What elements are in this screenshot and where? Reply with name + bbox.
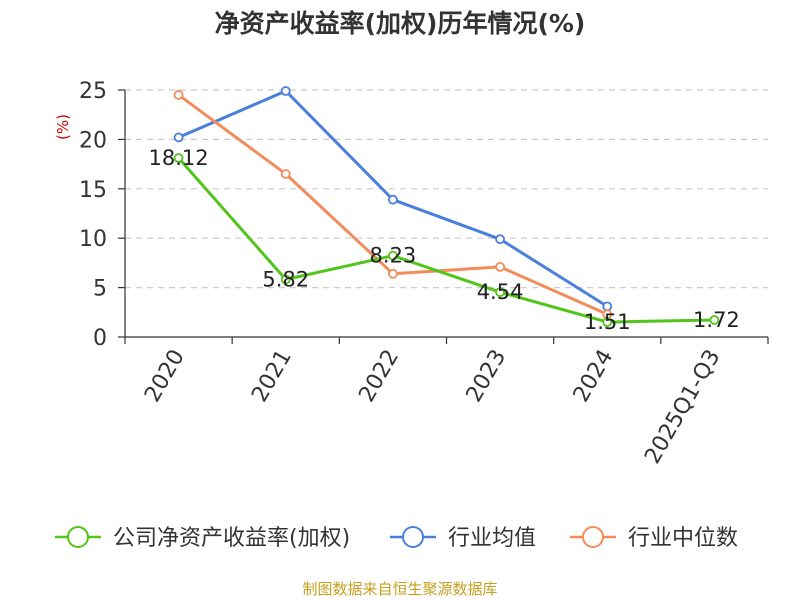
x-tick-label: 2023: [462, 346, 512, 407]
y-axis-label: (%): [54, 114, 72, 140]
legend-marker: [67, 526, 89, 548]
chart-title: 净资产收益率(加权)历年情况(%): [215, 9, 586, 38]
legend-label: 公司净资产收益率(加权): [113, 526, 350, 551]
series-line: [177, 156, 715, 324]
data-point: [173, 90, 184, 100]
data-point: [495, 234, 505, 245]
y-tick-label: 20: [79, 128, 107, 153]
y-tick-label: 0: [93, 326, 107, 351]
data-point: [495, 261, 505, 272]
y-tick-label: 15: [79, 178, 107, 203]
legend-marker: [402, 526, 424, 548]
data-point: [388, 268, 398, 279]
x-tick-label: 2020: [140, 346, 190, 407]
y-tick-label: 5: [93, 277, 107, 302]
legend-label: 行业均值: [448, 526, 536, 551]
data-label: 1.72: [693, 308, 740, 332]
data-label: 5.82: [262, 267, 309, 291]
y-tick-label: 10: [79, 227, 107, 252]
data-label: 8.23: [370, 244, 417, 268]
grid-lines: [125, 89, 768, 289]
legend-label: 行业中位数: [628, 526, 738, 551]
data-point: [173, 153, 184, 163]
data-labels: 18.12 5.82 8.23 4.54 1.51 1.72: [149, 146, 740, 334]
data-point: [173, 132, 184, 143]
y-tick-labels: 0 5 10 15 20 25: [79, 79, 107, 351]
x-tick-label: 2021: [247, 346, 297, 407]
x-tick-label: 2022: [354, 346, 404, 407]
x-tick-labels: 2020 2021 2022 2023 2024 2025Q1-Q3: [140, 346, 725, 469]
legend[interactable]: 公司净资产收益率(加权) 行业均值 行业中位数: [55, 526, 738, 551]
legend-marker: [582, 526, 604, 548]
data-point: [495, 287, 505, 298]
x-tick-label: 2024: [569, 346, 619, 407]
y-tick-label: 25: [79, 79, 107, 104]
data-point: [280, 169, 291, 179]
series-line: [177, 93, 608, 316]
data-point: [280, 86, 291, 96]
data-point: [602, 317, 613, 327]
x-tick-label: 2025Q1-Q3: [640, 346, 725, 469]
axes: [118, 89, 769, 344]
data-point: [280, 274, 291, 285]
footer-source: 制图数据来自恒生聚源数据库: [302, 580, 497, 598]
data-point: [388, 250, 398, 261]
data-label: 4.54: [477, 280, 524, 304]
data-point: [709, 315, 720, 325]
series-layer: [173, 86, 720, 327]
data-point: [388, 194, 398, 205]
data-label: 18.12: [149, 146, 209, 170]
data-label: 1.51: [584, 310, 631, 334]
